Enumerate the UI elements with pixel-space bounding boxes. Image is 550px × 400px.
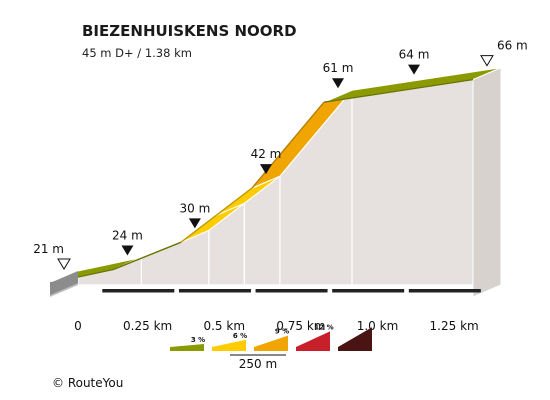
gradient-band-edge-5 bbox=[323, 78, 474, 103]
elevation-label-0: 21 m bbox=[33, 242, 64, 256]
legend-label-0: 3 % bbox=[191, 336, 205, 344]
marker-6 bbox=[480, 55, 494, 67]
x-tick-label-4: 1.0 km bbox=[357, 319, 399, 333]
gradient-band-edge-2 bbox=[180, 214, 217, 243]
gradient-band-edge-4 bbox=[251, 101, 325, 189]
gradient-band-edge-3 bbox=[216, 187, 253, 216]
legend-swatch-4 bbox=[338, 327, 372, 351]
elevation-markers: 21 m 24 m 30 m 42 m 61 m 64 m 66 m bbox=[33, 39, 528, 270]
base-strip-1 bbox=[102, 289, 175, 293]
x-tick-label-1: 0.25 km bbox=[123, 319, 172, 333]
legend-swatch-3 bbox=[296, 331, 330, 351]
legend-swatch-1 bbox=[212, 339, 246, 351]
elevation-label-2: 30 m bbox=[179, 201, 210, 215]
legend-swatch-0 bbox=[170, 344, 204, 351]
legend-label-2: 9 % bbox=[275, 328, 289, 336]
elevation-label-6: 66 m bbox=[497, 39, 528, 53]
profile-gradient-bands bbox=[49, 67, 502, 295]
base-strip-4 bbox=[332, 289, 405, 293]
elevation-label-4: 61 m bbox=[323, 61, 354, 75]
gradient-band-edge-1 bbox=[113, 241, 182, 271]
elevation-label-3: 42 m bbox=[251, 147, 282, 161]
wall-side bbox=[472, 66, 502, 298]
legend-label-3: 12 % bbox=[314, 323, 333, 331]
base-left-face bbox=[50, 283, 78, 297]
base-strip-3 bbox=[255, 289, 328, 293]
marker-0 bbox=[57, 258, 71, 270]
x-axis-ticks: 0 0.25 km 0.5 km 0.75 km 1.0 km 1.25 km bbox=[74, 319, 479, 333]
profile-walls bbox=[77, 66, 502, 298]
ribbon-start-cap bbox=[50, 271, 78, 295]
marker-3 bbox=[259, 164, 272, 175]
wall-panel-1 bbox=[140, 229, 210, 286]
x-tick-label-2: 0.5 km bbox=[203, 319, 245, 333]
marker-2 bbox=[188, 218, 201, 229]
gradient-legend: 3 % 6 % 9 % 12 % 250 m bbox=[170, 323, 372, 371]
legend-swatch-2 bbox=[254, 335, 288, 351]
elevation-label-1: 24 m bbox=[112, 228, 143, 242]
x-tick-label-0: 0 bbox=[74, 319, 82, 333]
chart-subtitle: 45 m D+ / 1.38 km bbox=[82, 46, 192, 60]
x-tick-label-3: 0.75 km bbox=[276, 319, 325, 333]
marker-5 bbox=[408, 64, 421, 75]
scale-bar-label: 250 m bbox=[239, 357, 277, 371]
marker-4 bbox=[332, 78, 345, 89]
marker-1 bbox=[121, 245, 134, 256]
base-strip-5 bbox=[408, 289, 481, 293]
legend-label-1: 6 % bbox=[233, 332, 247, 340]
copyright-text: © RouteYou bbox=[52, 376, 123, 390]
base-strip-2 bbox=[178, 289, 251, 293]
chart-title: BIEZENHUISKENS NOORD bbox=[82, 22, 297, 40]
x-tick-label-5: 1.25 km bbox=[430, 319, 479, 333]
elevation-label-5: 64 m bbox=[399, 48, 430, 62]
